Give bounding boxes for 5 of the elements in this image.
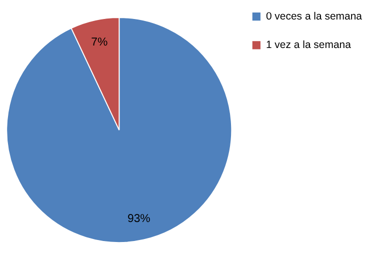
pie-slice (6, 17, 232, 243)
data-label: 93% (127, 213, 150, 226)
legend-label: 1 vez a la semana (266, 40, 352, 52)
data-label: 7% (91, 36, 108, 48)
legend-label: 0 veces a la semana (266, 11, 362, 22)
